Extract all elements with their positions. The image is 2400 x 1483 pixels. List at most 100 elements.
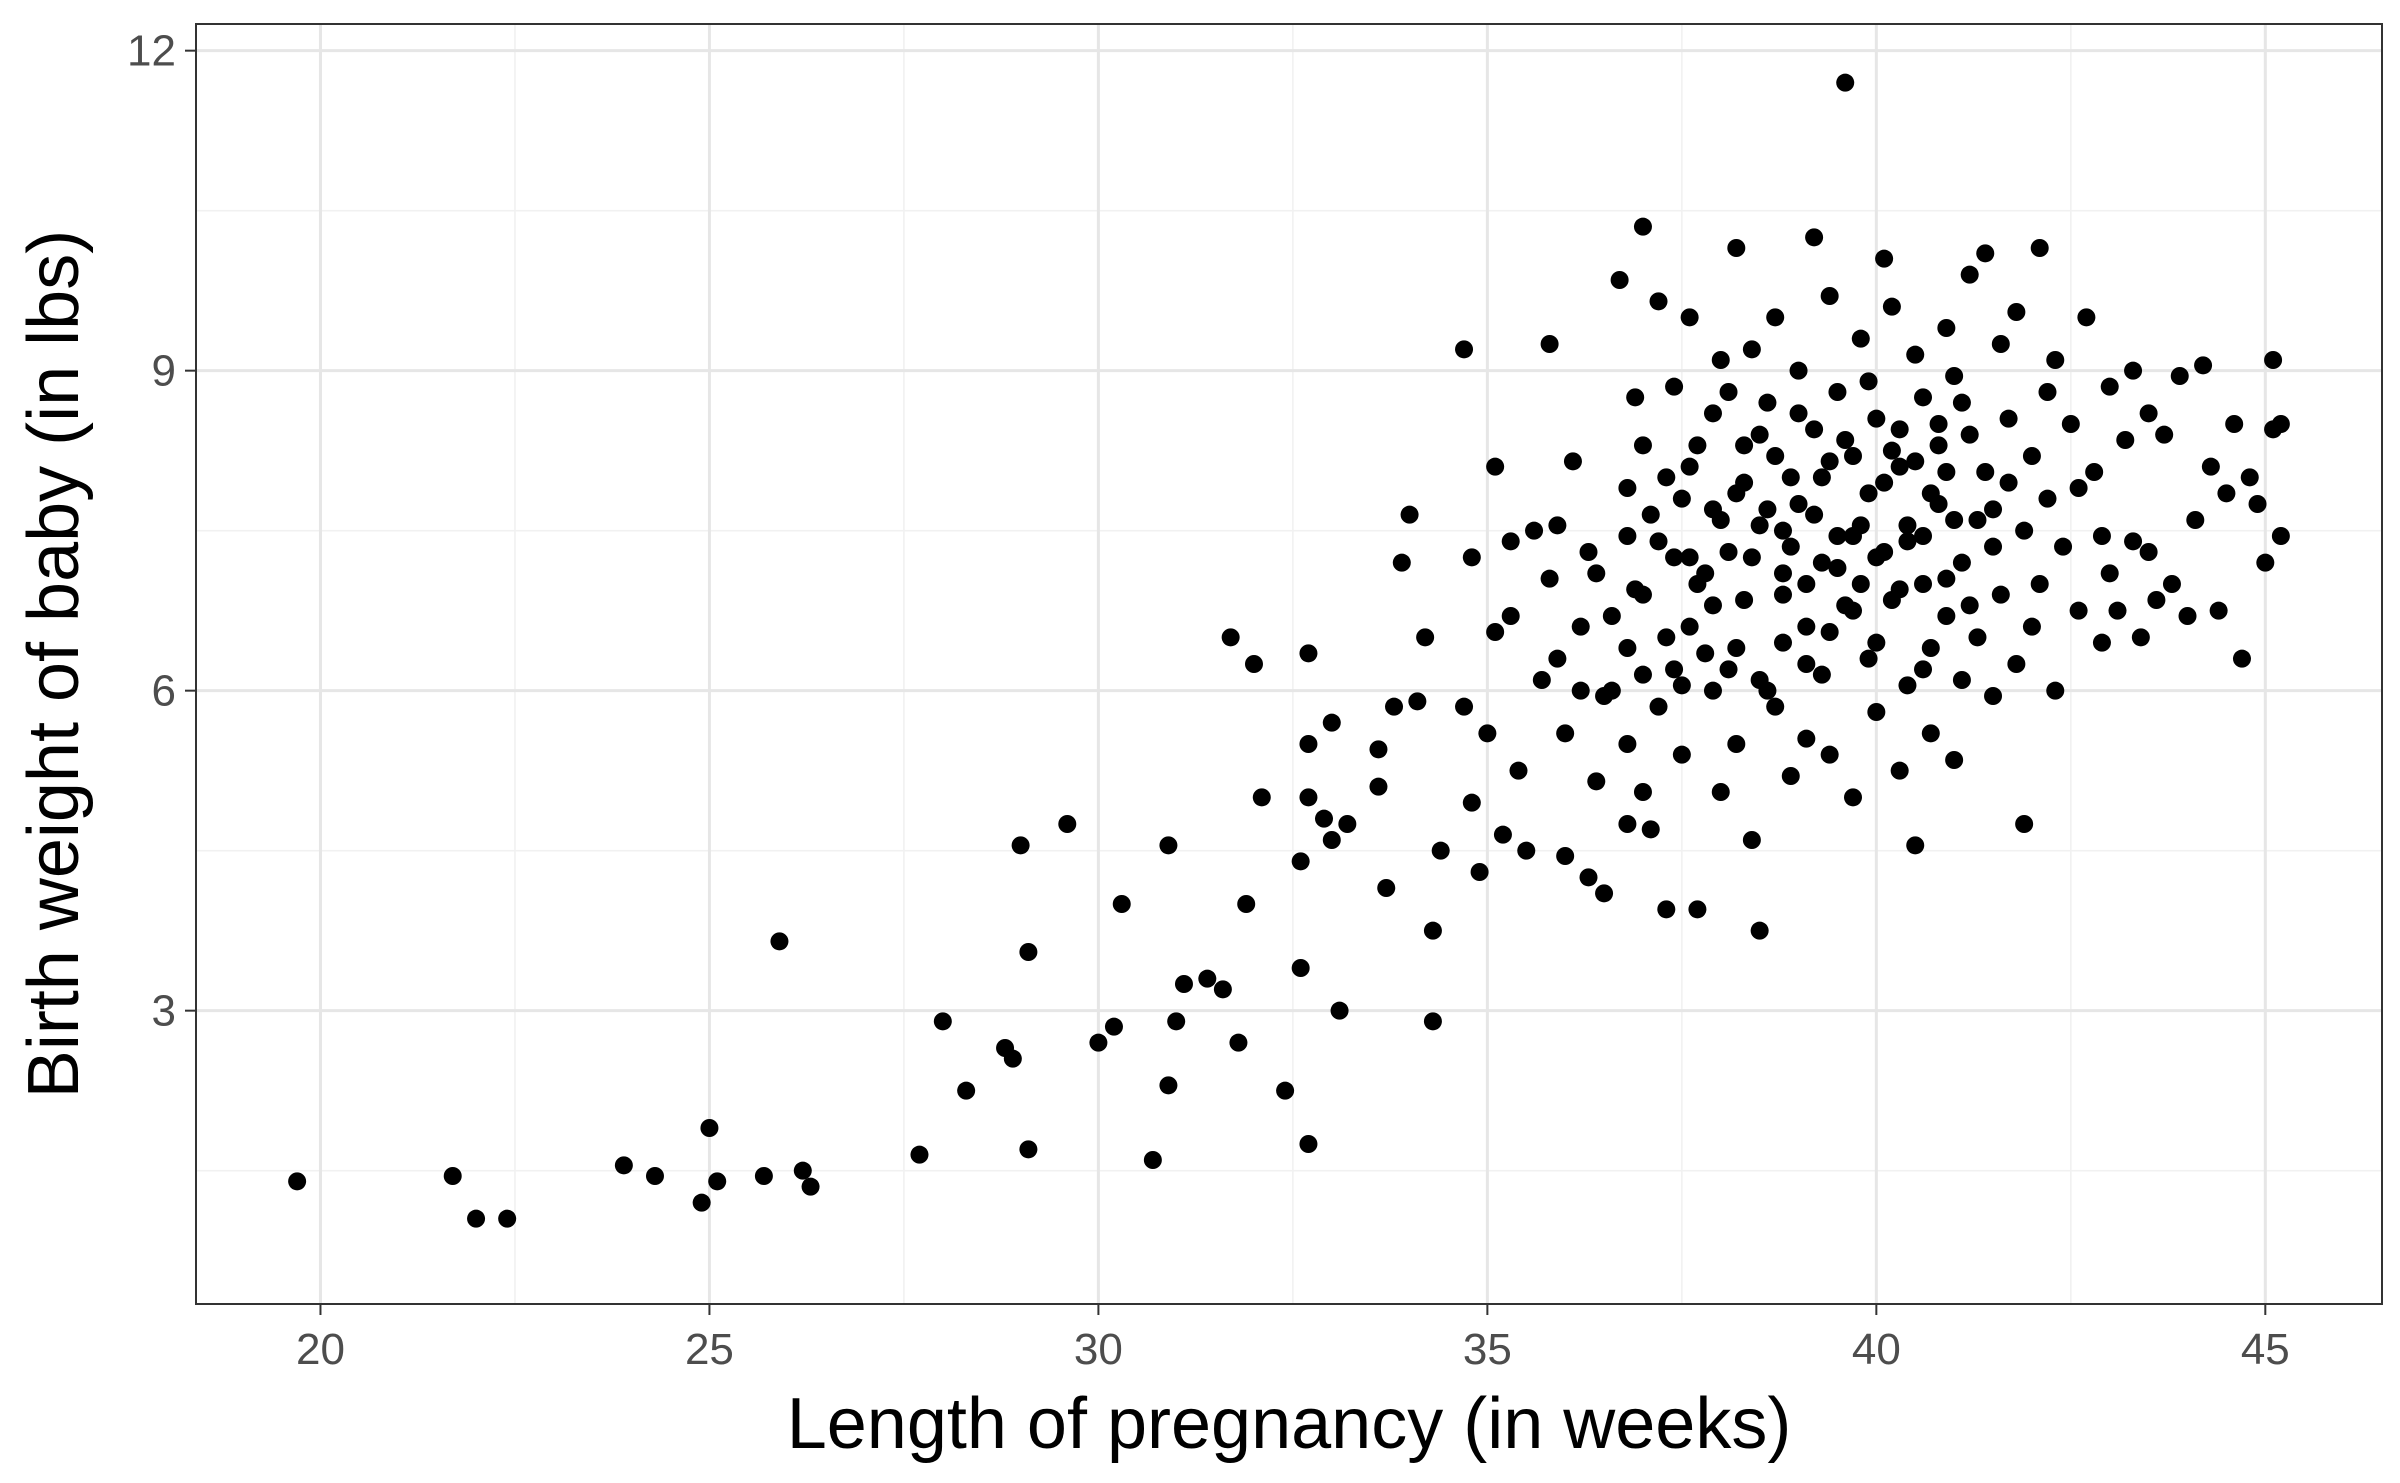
- data-point: [1618, 527, 1637, 545]
- data-point: [770, 932, 789, 951]
- data-point: [1812, 468, 1831, 487]
- data-point: [1649, 292, 1668, 311]
- data-point: [1416, 628, 1435, 647]
- data-point: [1571, 681, 1590, 700]
- data-point: [1112, 895, 1131, 913]
- data-point: [2038, 489, 2057, 508]
- data-point: [1680, 308, 1699, 327]
- data-point: [1820, 287, 1839, 305]
- x-axis-title: Length of pregnancy (in weeks): [787, 1384, 1792, 1464]
- x-tick-label: 30: [1074, 1325, 1123, 1374]
- y-axis-title: Birth weight of baby (in lbs): [14, 230, 94, 1098]
- data-point: [1540, 335, 1559, 353]
- data-point: [1836, 431, 1855, 449]
- data-point: [1906, 452, 1925, 471]
- data-point: [1385, 697, 1404, 716]
- data-point: [2077, 308, 2096, 327]
- data-point: [1369, 740, 1388, 759]
- x-tick-label: 45: [2241, 1325, 2290, 1374]
- data-point: [1548, 516, 1567, 535]
- data-point: [1976, 463, 1995, 481]
- data-point: [1229, 1033, 1248, 1052]
- data-point: [2100, 564, 2119, 583]
- data-point: [1633, 665, 1652, 684]
- data-point: [1633, 783, 1652, 801]
- data-point: [1455, 340, 1474, 359]
- data-point: [1937, 463, 1956, 481]
- data-point: [1237, 895, 1256, 913]
- plot-panel-border: [195, 23, 2383, 1305]
- data-point: [1750, 516, 1769, 535]
- data-point: [1914, 527, 1933, 545]
- data-point: [2092, 633, 2111, 652]
- data-point: [1984, 500, 2003, 519]
- data-point: [1719, 383, 1738, 401]
- data-points: [288, 73, 2290, 1228]
- data-point: [1470, 863, 1489, 881]
- data-point: [1773, 521, 1792, 540]
- data-point: [1703, 404, 1722, 423]
- data-point: [1742, 831, 1761, 849]
- data-point: [1665, 660, 1684, 679]
- data-point: [1851, 575, 1870, 593]
- data-point: [1859, 484, 1878, 503]
- data-point: [1727, 484, 1746, 503]
- data-point: [910, 1145, 929, 1164]
- data-point: [2100, 377, 2119, 396]
- data-point: [1867, 703, 1886, 721]
- data-point: [1143, 1151, 1162, 1169]
- data-point: [1844, 601, 1863, 620]
- data-point: [1517, 841, 1536, 860]
- data-point: [1960, 265, 1979, 284]
- data-point: [1991, 335, 2010, 353]
- data-point: [1696, 644, 1715, 663]
- data-point: [1898, 516, 1917, 535]
- data-point: [1665, 548, 1684, 567]
- data-point: [2069, 601, 2088, 620]
- data-point: [1890, 457, 1909, 476]
- data-point: [1742, 548, 1761, 567]
- data-point: [1602, 607, 1621, 625]
- data-point: [1680, 548, 1699, 567]
- data-point: [1999, 409, 2018, 428]
- data-point: [2038, 383, 2057, 401]
- y-tick-label: 6: [152, 667, 176, 716]
- data-point: [1999, 473, 2018, 492]
- data-point: [2030, 239, 2049, 257]
- data-point: [1672, 489, 1691, 508]
- data-point: [1711, 783, 1730, 801]
- data-point: [1968, 511, 1987, 529]
- data-point: [1579, 868, 1598, 887]
- data-point: [1890, 580, 1909, 599]
- data-point: [2108, 601, 2127, 620]
- data-point: [1812, 665, 1831, 684]
- data-point: [1937, 319, 1956, 337]
- data-point: [1423, 921, 1442, 940]
- data-point: [1921, 484, 1940, 503]
- data-point: [1914, 388, 1933, 407]
- data-point: [1867, 409, 1886, 428]
- data-point: [1742, 340, 1761, 359]
- data-point: [1828, 559, 1847, 577]
- data-point: [1797, 617, 1816, 636]
- data-point: [1571, 617, 1590, 636]
- data-point: [1781, 468, 1800, 487]
- data-point: [1221, 628, 1240, 647]
- data-point: [2092, 527, 2111, 545]
- data-point: [1252, 788, 1271, 807]
- data-point: [1019, 943, 1038, 961]
- data-point: [1898, 532, 1917, 551]
- x-tick-label: 20: [296, 1325, 345, 1374]
- data-point: [1657, 468, 1676, 487]
- data-point: [1750, 425, 1769, 444]
- data-point: [1198, 969, 1217, 988]
- data-point: [793, 1161, 812, 1180]
- data-point: [2061, 415, 2080, 433]
- data-point: [1462, 548, 1481, 567]
- data-point: [1299, 1135, 1318, 1153]
- data-point: [1665, 377, 1684, 396]
- data-point: [2069, 479, 2088, 497]
- data-point: [2225, 415, 2244, 433]
- data-point: [1633, 436, 1652, 455]
